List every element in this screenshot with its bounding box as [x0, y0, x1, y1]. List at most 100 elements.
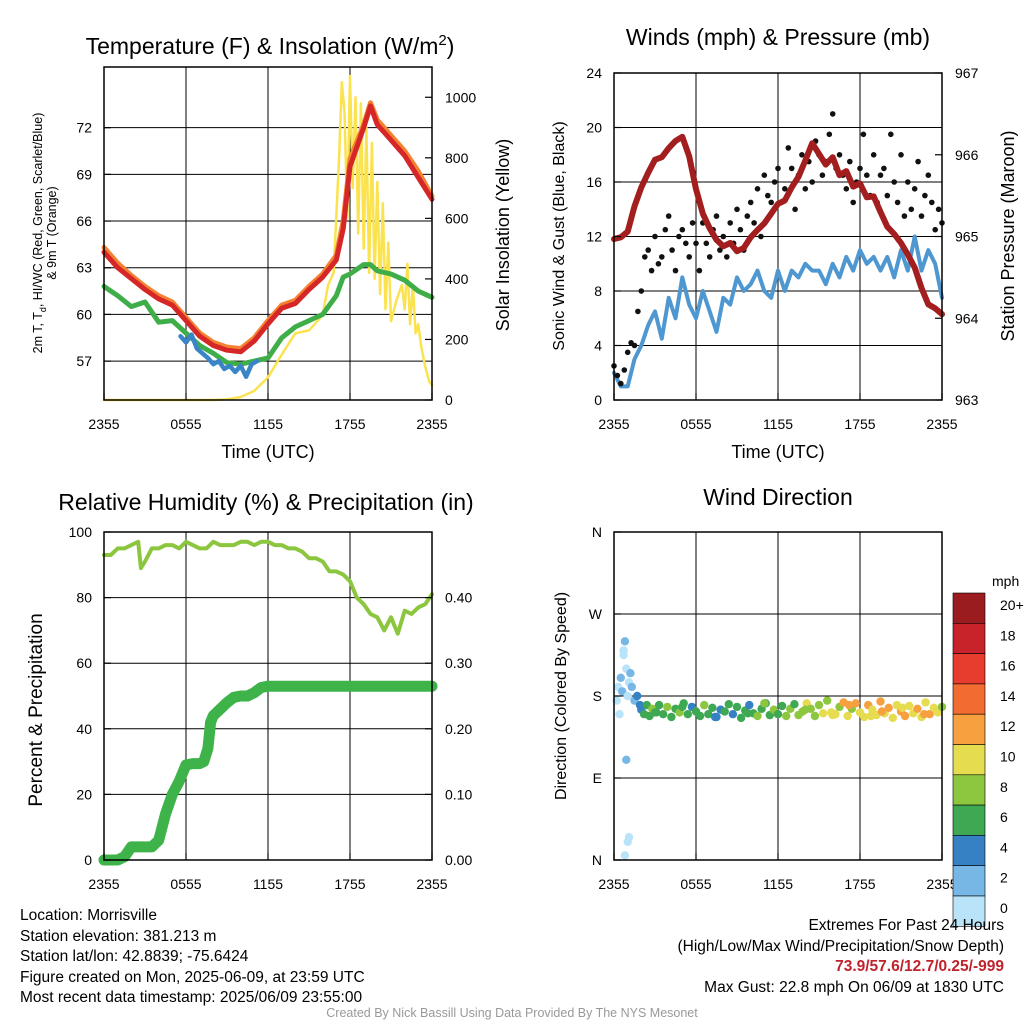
extremes-subtitle: (High/Low/Max Wind/Precipitation/Snow De… [677, 937, 1005, 955]
latlon-text: Station lat/lon: 42.8839; -75.6424 [20, 948, 249, 965]
colorbar-swatch [952, 835, 986, 867]
direction-point [728, 710, 738, 719]
colorbar-swatch [952, 774, 986, 806]
y-tick-label: 57 [76, 353, 92, 369]
x-tick-label: 1755 [334, 416, 365, 432]
y-tick-label: 60 [76, 655, 92, 671]
x-tick-label: 0555 [680, 876, 711, 892]
y-axis-label: Percent & Precipitation [26, 613, 47, 806]
gust-point [621, 367, 628, 373]
gust-point [642, 254, 648, 260]
gust-point [843, 186, 850, 192]
gust-point [782, 186, 788, 192]
y-tick-label: 8 [594, 283, 602, 299]
gust-point [929, 199, 935, 206]
direction-point [732, 702, 742, 712]
station-info: Location: Morrisville Station elevation:… [20, 906, 365, 1009]
direction-point [745, 700, 754, 710]
gust-point [850, 199, 856, 206]
direction-point [877, 707, 887, 716]
gust-point [689, 220, 696, 226]
colorbar-label: 6 [1000, 809, 1008, 825]
direction-point [620, 637, 630, 646]
gust-point [905, 179, 911, 185]
direction-point [814, 700, 824, 710]
gust-point [922, 192, 928, 199]
gust-point [799, 152, 805, 158]
x-tick-label: 2355 [598, 416, 629, 432]
gust-point [669, 247, 675, 253]
gust-point [754, 186, 761, 192]
extremes-title: Extremes For Past 24 Hours [808, 917, 1004, 934]
humidity-panel: 2355 0555 1155 1755 2355 0 20 40 60 80 100 0.00 0.10… [26, 489, 474, 892]
temperature-line [101, 262, 435, 367]
direction-point [876, 697, 885, 706]
direction-point [828, 710, 837, 720]
direction-point [633, 691, 642, 701]
recent-data-text: Most recent data timestamp: 2025/06/09 2… [20, 989, 363, 1006]
y-tick-label: N [592, 524, 602, 540]
y-right-tick-label: 0 [445, 392, 453, 408]
gust-point [703, 240, 710, 247]
y-tick-label: 63 [76, 260, 92, 276]
colorbar-swatch [952, 592, 986, 624]
colorbar-label: 2 [1000, 870, 1008, 886]
y-right-tick-label: 400 [445, 271, 469, 287]
elevation-text: Station elevation: 381.213 m [20, 927, 217, 945]
gust-point [894, 199, 901, 206]
direction-point [619, 646, 628, 655]
x-tick-label: 2355 [88, 416, 119, 432]
gust-point [925, 172, 932, 178]
gust-point [665, 213, 672, 219]
colorbar-swatch [952, 653, 986, 685]
gust-point [679, 226, 686, 233]
colorbar-label: 20+ [1000, 597, 1024, 613]
temperature-line [178, 332, 260, 379]
x-tick-label: 1155 [763, 876, 793, 892]
direction-point [623, 837, 632, 846]
y-tick-label: N [592, 852, 602, 868]
y-tick-label: 20 [76, 786, 92, 802]
gust-point [877, 172, 884, 178]
x-tick-label: 1755 [334, 876, 365, 892]
gust-point [751, 220, 757, 226]
gust-point [693, 240, 699, 247]
y-right-tick-label: 800 [445, 150, 469, 166]
gust-point [638, 288, 645, 294]
y-right-tick-label: 0.30 [445, 655, 472, 671]
direction-point [888, 713, 897, 723]
gust-point [624, 349, 631, 356]
precipitation-line [98, 680, 438, 866]
colorbar-swatch [952, 713, 986, 745]
y-axis-label-line2: & 9m T (Orange) [45, 186, 59, 279]
direction-point [627, 682, 636, 692]
gust-point [724, 254, 730, 260]
direction-point [859, 712, 869, 722]
direction-point [866, 711, 876, 721]
x-tick-label: 1155 [253, 876, 283, 892]
gust-point [761, 172, 768, 178]
temperature-title: Temperature (F) & Insolation (W/m2) [86, 32, 455, 59]
y-tick-label: 69 [76, 166, 92, 182]
direction-point [810, 711, 820, 721]
gust-point [672, 267, 679, 274]
y-right-tick-label: 600 [445, 210, 469, 226]
direction-point [626, 669, 635, 678]
y-right-tick-label: 0.20 [445, 721, 472, 737]
direction-point [654, 700, 664, 710]
gust-point [884, 192, 891, 199]
y-right-tick-label: 963 [955, 392, 979, 408]
gust-point [802, 186, 809, 192]
gust-point [645, 247, 651, 253]
x-tick-label: 2355 [926, 876, 957, 892]
y-tick-label: 66 [76, 213, 92, 229]
direction-title: Wind Direction [703, 484, 853, 510]
pressure-line [611, 133, 945, 318]
x-tick-label: 2355 [926, 416, 957, 432]
direction-point [622, 755, 631, 764]
gust-point [898, 152, 904, 158]
direction-point [884, 703, 893, 712]
gust-point [720, 233, 727, 240]
gust-point [747, 199, 754, 206]
